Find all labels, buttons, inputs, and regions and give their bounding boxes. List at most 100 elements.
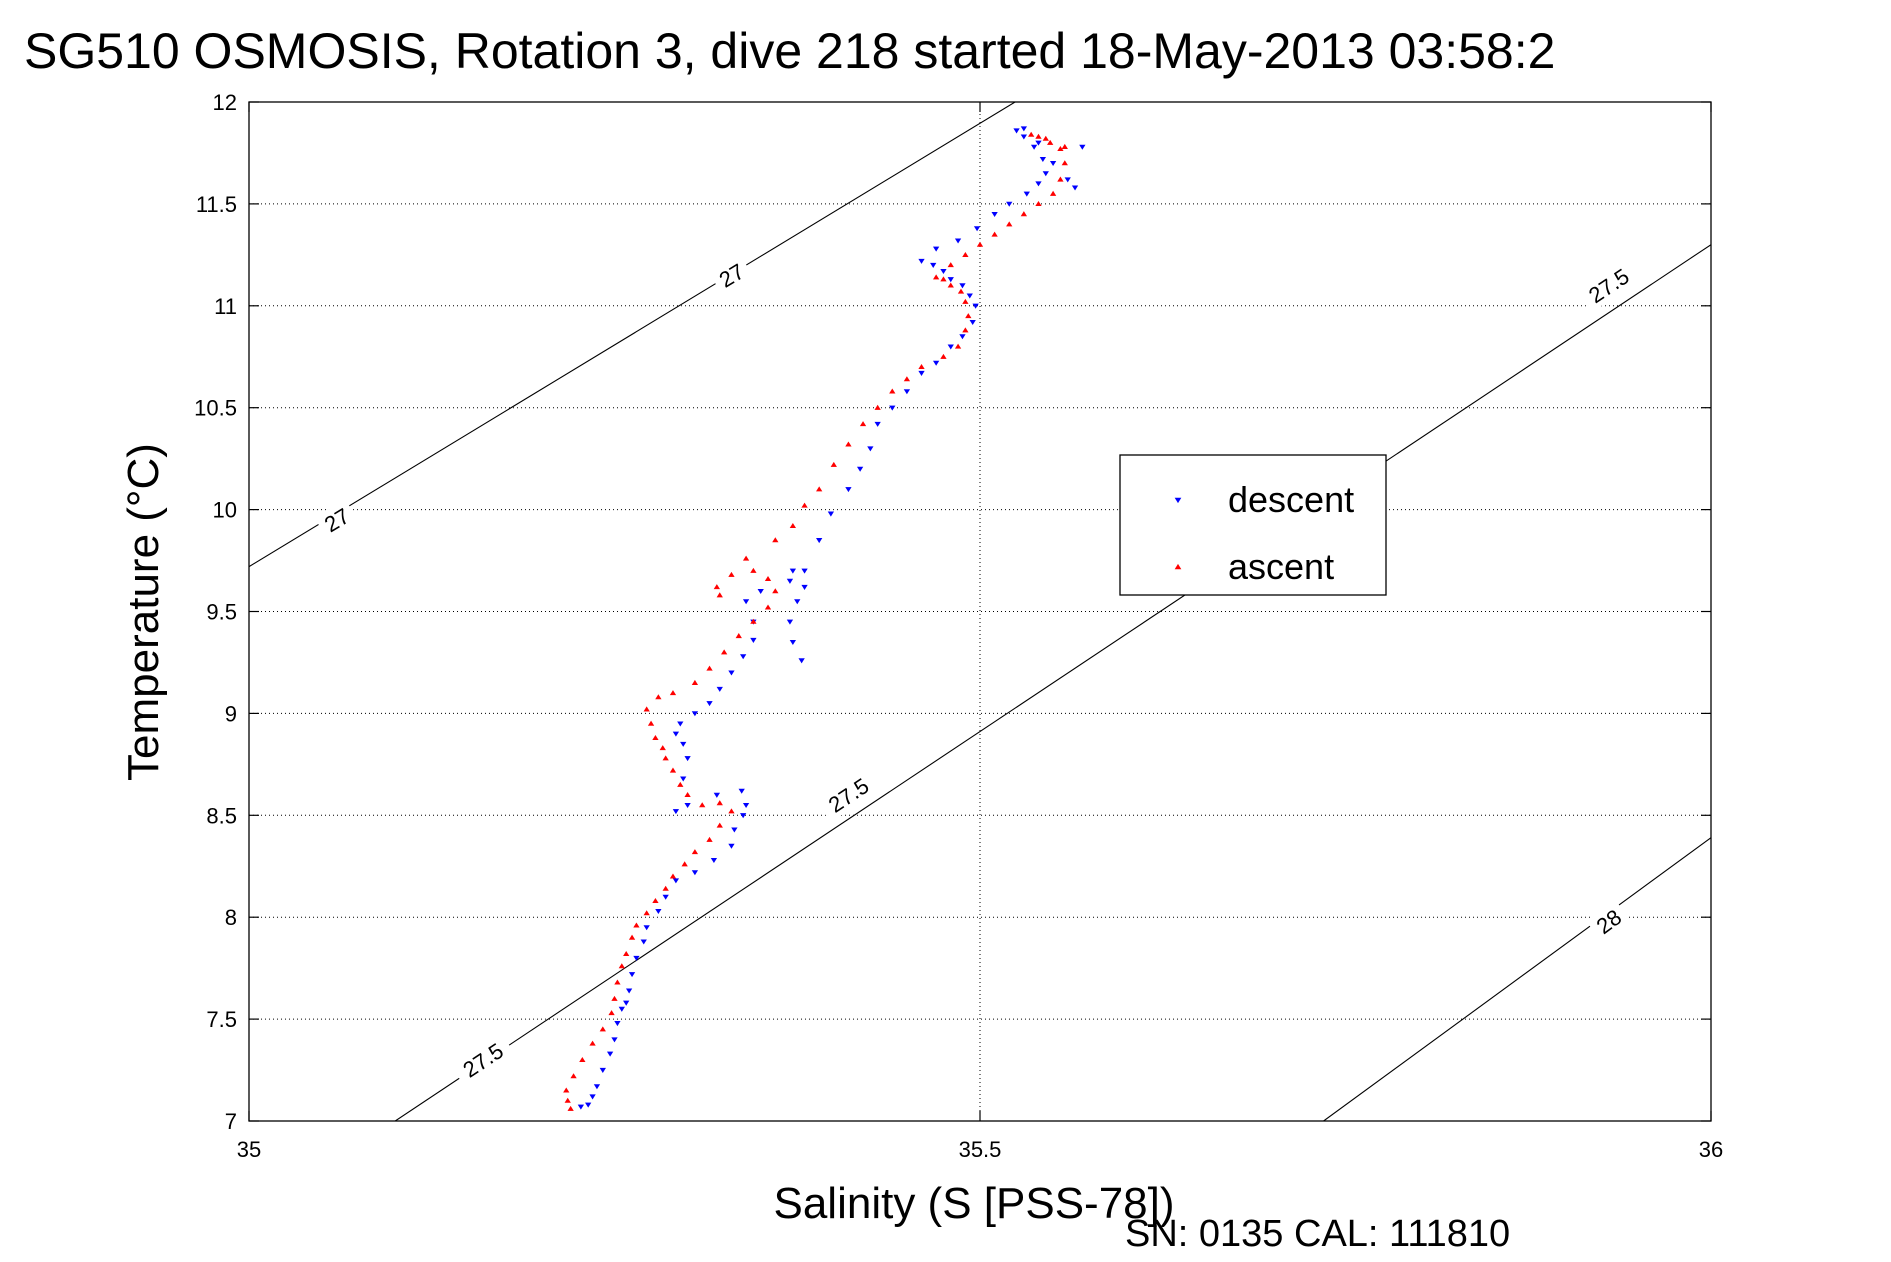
descent-point-24: [738, 788, 745, 794]
y-tick-label-2: 8: [225, 905, 237, 930]
ascent-point-24: [699, 802, 706, 808]
descent-point-6: [611, 1037, 618, 1043]
descent-point-62: [969, 319, 976, 326]
descent-point-46: [786, 619, 794, 625]
descent-point-27: [672, 809, 680, 815]
descent-point-78: [1039, 156, 1047, 162]
ascent-point-76: [1057, 176, 1064, 182]
ascent-point-51: [816, 486, 823, 492]
y-axis-ticks: 7 7.5 8 8.5 9 9.5 10 10.5 11 11.5 12: [194, 90, 1711, 1134]
descent-point-53: [856, 466, 864, 472]
descent-point-51: [827, 511, 835, 517]
ascent-point-79: [1047, 139, 1054, 145]
descent-point-76: [1035, 181, 1042, 187]
density-contour-label-bg-0-0: [314, 499, 359, 541]
y-axis-label: Temperature (°C): [119, 443, 168, 781]
ascent-point-56: [889, 388, 896, 394]
descent-point-59: [932, 360, 940, 366]
descent-point-69: [918, 258, 925, 264]
x-tick-label-1: 35.5: [959, 1137, 1002, 1162]
ascent-point-39: [750, 618, 757, 624]
ascent-point-1: [564, 1097, 571, 1103]
descent-point-40: [742, 599, 750, 605]
descent-point-60: [947, 344, 954, 350]
chart-title: SG510 OSMOSIS, Rotation 3, dive 218 star…: [24, 23, 1555, 79]
plot-background: [249, 102, 1711, 1121]
descent-point-23: [742, 802, 750, 809]
legend-marker-shape-ascent: [1174, 563, 1182, 570]
ascent-point-12: [628, 934, 636, 940]
ascent-point-14: [643, 910, 650, 916]
descent-point-49: [801, 568, 808, 574]
ascent-point-8: [611, 995, 618, 1001]
ascent-point-30: [652, 734, 659, 740]
descent-point-83: [1035, 140, 1042, 146]
ascent-point-61: [962, 327, 969, 333]
ascent-point-23: [716, 800, 723, 806]
descent-point-56: [889, 405, 896, 411]
ascent-point-43: [750, 567, 757, 573]
ascent-point-15: [652, 897, 659, 904]
density-contour-label-bg-2-0: [1586, 900, 1631, 943]
ascent-point-82: [1042, 135, 1049, 141]
ascent-point-33: [655, 694, 662, 700]
ascent-point-44: [728, 571, 735, 577]
descent-point-12: [633, 955, 640, 961]
ascent-point-6: [599, 1026, 606, 1032]
ascent-point-31: [647, 720, 655, 726]
y-tick-label-1: 7.5: [206, 1007, 237, 1032]
legend-box: [1119, 454, 1387, 596]
calibration-footer: SN: 0135 CAL: 111810: [1125, 1213, 1510, 1255]
ascent-point-28: [662, 755, 669, 761]
descent-point-81: [1013, 128, 1020, 134]
ascent-point-38: [735, 633, 742, 639]
descent-point-14: [643, 925, 650, 931]
descent-point-13: [640, 939, 647, 945]
x-tick-label-2: 36: [1699, 1137, 1723, 1162]
descent-point-20: [728, 843, 735, 849]
descent-point-31: [672, 731, 680, 737]
descent-point-15: [655, 908, 662, 914]
descent-point-19: [710, 858, 718, 864]
descent-point-85: [1064, 177, 1071, 183]
ascent-point-49: [789, 522, 797, 529]
descent-point-55: [874, 421, 881, 427]
ascent-point-22: [728, 808, 735, 814]
x-axis-ticks: 35 35.5 36: [237, 102, 1723, 1162]
ascent-point-73: [1020, 211, 1028, 217]
descent-series: [577, 126, 1086, 1110]
descent-point-7: [614, 1021, 621, 1027]
legend: descent ascent: [1119, 454, 1387, 596]
descent-point-47: [789, 639, 797, 645]
density-contours: [249, 102, 1711, 1121]
descent-point-43: [789, 568, 797, 574]
descent-point-42: [786, 578, 794, 584]
y-tick-label-6: 10: [213, 498, 237, 523]
descent-point-30: [680, 741, 687, 747]
descent-point-37: [740, 654, 747, 660]
descent-point-4: [599, 1067, 606, 1073]
legend-marker-shape-descent: [1174, 497, 1182, 504]
ascent-point-63: [962, 298, 969, 304]
ascent-point-65: [947, 282, 954, 288]
descent-point-84: [1049, 161, 1057, 167]
ascent-point-68: [947, 262, 954, 268]
descent-point-72: [973, 226, 981, 232]
y-tick-label-9: 11.5: [196, 192, 237, 217]
descent-point-5: [606, 1051, 614, 1057]
y-tick-label-7: 10.5: [194, 396, 237, 421]
descent-point-18: [691, 870, 699, 876]
y-tick-label-4: 9: [225, 701, 237, 726]
x-tick-label-0: 35: [237, 1137, 261, 1162]
descent-point-35: [716, 686, 723, 692]
ascent-point-47: [742, 555, 750, 561]
ascent-point-66: [940, 276, 947, 282]
descent-point-73: [991, 211, 998, 217]
ascent-point-0: [567, 1105, 574, 1111]
ascent-point-81: [1028, 131, 1035, 137]
ascent-point-45: [713, 584, 720, 590]
y-tick-label-0: 7: [225, 1109, 237, 1134]
descent-point-61: [959, 334, 966, 340]
descent-point-64: [966, 293, 973, 299]
ascent-point-26: [677, 781, 684, 787]
